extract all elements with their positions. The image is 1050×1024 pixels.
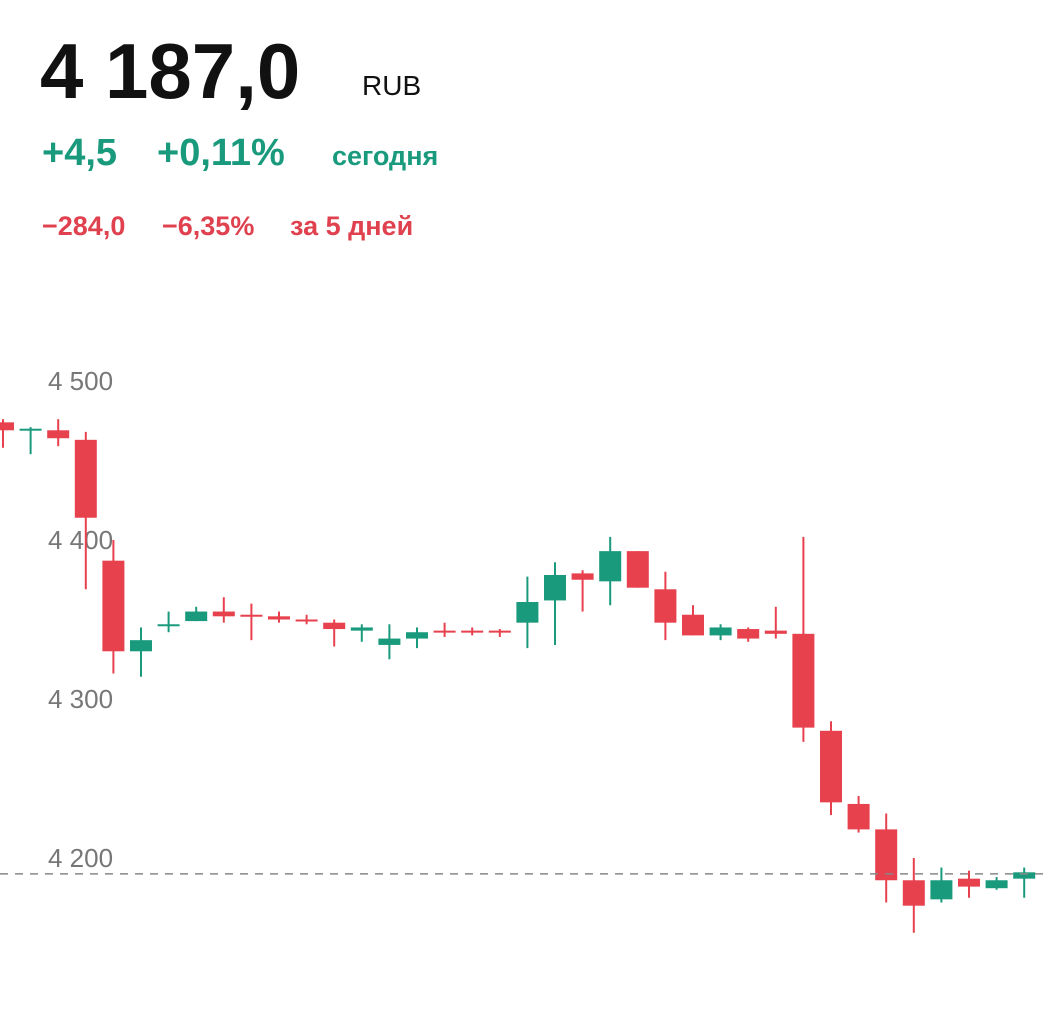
price: 4 187,0 [40, 27, 300, 115]
y-tick-label: 4 400 [48, 525, 113, 555]
change-today-label: сегодня [332, 141, 438, 171]
candle-body [185, 611, 208, 622]
change-today-pct: +0,11% [157, 132, 285, 174]
candle-body [74, 439, 97, 518]
candle-body [0, 422, 14, 431]
candle-body [571, 573, 594, 580]
candle-body [820, 730, 842, 803]
y-tick-label: 4 200 [48, 843, 113, 873]
candle-body [792, 633, 815, 728]
y-tick-label: 4 300 [48, 684, 113, 714]
candle-body [323, 622, 346, 630]
candle-body [682, 614, 704, 636]
change-5d-abs: −284,0 [42, 211, 125, 241]
candle-body [350, 627, 373, 631]
candle-body [764, 630, 787, 634]
candle-body [295, 619, 318, 622]
candle-body [875, 829, 898, 881]
candle-body [930, 880, 953, 900]
candle-body [433, 630, 456, 633]
candle-body [130, 640, 152, 652]
candle-body [19, 428, 42, 431]
change-today-abs: +4,5 [42, 132, 117, 174]
candle-body [902, 880, 925, 906]
y-tick-label: 4 500 [48, 366, 113, 396]
candle-body [488, 630, 511, 633]
candle-body [737, 629, 760, 639]
candle-body [654, 589, 677, 623]
candle-body [212, 611, 235, 617]
candle-body [599, 551, 622, 582]
change-5d-pct: −6,35% [162, 211, 254, 241]
candle-body [544, 574, 566, 601]
candle-body [709, 627, 732, 636]
candle-body [268, 616, 290, 620]
candle-body [157, 624, 180, 627]
candle-body [102, 560, 125, 652]
candle-body [47, 430, 70, 439]
candle-body [626, 551, 649, 588]
candle-body [406, 632, 428, 639]
candle-body [1013, 872, 1036, 879]
candle-body [847, 803, 870, 830]
candle-body [958, 878, 980, 887]
currency: RUB [362, 70, 421, 101]
change-5d-label: за 5 дней [290, 211, 413, 241]
candle-body [378, 638, 401, 645]
candle-body [240, 614, 263, 617]
candle-body [461, 630, 484, 633]
candle-body [985, 880, 1008, 889]
candle-body [516, 602, 539, 623]
